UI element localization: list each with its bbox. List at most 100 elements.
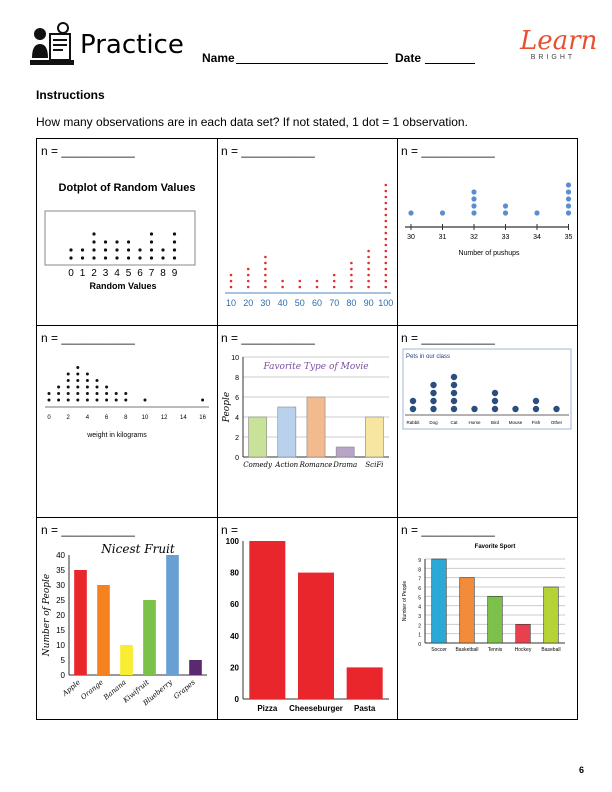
x-axis-label: weight in kilograms bbox=[86, 432, 147, 439]
tick-label: 50 bbox=[295, 298, 305, 308]
bar bbox=[277, 406, 297, 458]
y-tick-label: 0 bbox=[61, 671, 66, 680]
tick-label: Dog bbox=[429, 420, 438, 425]
dot bbox=[95, 392, 99, 395]
dot bbox=[57, 392, 61, 395]
dot bbox=[565, 189, 572, 195]
y-tick-label: 35 bbox=[56, 566, 65, 575]
bar bbox=[166, 555, 179, 675]
dot bbox=[384, 201, 388, 205]
y-tick-label: 100 bbox=[226, 537, 240, 546]
dot bbox=[264, 255, 267, 259]
dot bbox=[491, 389, 499, 397]
dot bbox=[565, 210, 572, 216]
dot bbox=[114, 398, 118, 402]
dot bbox=[409, 397, 417, 405]
dot bbox=[229, 279, 233, 283]
chart-dotplot-random-values: Dotplot of Random Values 0 1 2 3 4 5 6 7 8 9 Random… bbox=[44, 182, 196, 291]
n-answer-2[interactable]: n = ___________ bbox=[221, 144, 315, 158]
dot bbox=[85, 392, 89, 395]
tick-label: Horse bbox=[468, 420, 481, 425]
dot bbox=[105, 392, 109, 395]
tick-label: 3 bbox=[103, 268, 109, 279]
dot bbox=[201, 398, 205, 402]
chart-title: Favorite Type of Movie bbox=[262, 362, 368, 372]
bar bbox=[515, 624, 531, 644]
dot bbox=[126, 248, 131, 252]
page-title: Practice bbox=[80, 30, 184, 60]
dot bbox=[430, 389, 437, 397]
dot bbox=[92, 240, 96, 244]
n-answer-4[interactable]: n = ___________ bbox=[41, 331, 135, 345]
dot bbox=[298, 285, 302, 289]
dot bbox=[471, 196, 477, 202]
instructions-text: How many observations are in each data s… bbox=[36, 115, 468, 129]
n-answer-6[interactable]: n = ___________ bbox=[401, 331, 495, 345]
y-tick-label: 60 bbox=[230, 600, 239, 609]
tick-label: 1 bbox=[80, 268, 86, 279]
dot bbox=[532, 397, 540, 405]
n-answer-1[interactable]: n = ___________ bbox=[41, 144, 135, 158]
instructions-heading: Instructions bbox=[36, 88, 105, 102]
dot bbox=[367, 255, 370, 259]
dot bbox=[384, 189, 388, 193]
dot bbox=[367, 249, 370, 253]
y-tick-label: 15 bbox=[56, 626, 65, 635]
n-answer-5[interactable]: n = ___________ bbox=[221, 331, 315, 345]
dot bbox=[105, 398, 109, 402]
tick-label: 12 bbox=[161, 415, 168, 421]
dot bbox=[126, 256, 131, 260]
dot bbox=[332, 279, 336, 283]
learn-bright-logo: Learn BRIGHT bbox=[520, 26, 598, 61]
dot bbox=[350, 279, 353, 283]
y-tick-label: 5 bbox=[61, 656, 66, 665]
tick-label: 0 bbox=[68, 268, 74, 279]
tick-label: 90 bbox=[364, 298, 374, 308]
bar bbox=[306, 396, 326, 458]
bar bbox=[143, 600, 156, 675]
dot bbox=[384, 219, 388, 223]
dot bbox=[172, 240, 177, 244]
y-tick-label: 2 bbox=[235, 435, 239, 442]
chart-bar-food: 0 20 40 60 80 100 Pizza Cheeseburger Pasta bbox=[226, 537, 389, 713]
n-answer-7[interactable]: n = ___________ bbox=[41, 523, 135, 537]
tick-label: 6 bbox=[105, 415, 109, 421]
dot bbox=[149, 240, 154, 244]
x-tick-label: SciFi bbox=[365, 461, 383, 469]
dot bbox=[161, 256, 165, 260]
chart-dotplot-pets: Pets in our class Rabbit Dog Cat Horse Bird Mo… bbox=[402, 348, 572, 430]
dot bbox=[384, 243, 388, 247]
dot bbox=[229, 273, 233, 277]
n-answer-8[interactable]: n = bbox=[221, 523, 239, 537]
dot bbox=[161, 248, 165, 252]
n-answer-9[interactable]: n = ___________ bbox=[401, 523, 495, 537]
bar bbox=[335, 446, 355, 458]
problem-grid: n = ___________ n = ___________ n = ____… bbox=[36, 138, 578, 720]
dot bbox=[149, 232, 154, 236]
dot bbox=[172, 256, 177, 260]
dot bbox=[76, 392, 80, 395]
y-tick-label: 4 bbox=[235, 415, 239, 422]
tick-label: 16 bbox=[199, 415, 206, 421]
chart-dotplot-weight: 0 2 4 6 8 10 12 14 16 weight in kilograms bbox=[45, 366, 209, 439]
y-axis-label: Number of People bbox=[42, 574, 52, 657]
dot bbox=[76, 372, 80, 376]
bar bbox=[249, 541, 286, 699]
bar bbox=[297, 572, 335, 699]
dot bbox=[384, 285, 388, 289]
chart-bar-fruit: Nicest Fruit0510152025303540AppleOrangeB… bbox=[42, 542, 207, 708]
y-tick-label: 8 bbox=[418, 567, 421, 573]
bar bbox=[120, 645, 133, 675]
dot bbox=[384, 225, 388, 229]
y-tick-label: 40 bbox=[230, 632, 239, 641]
y-tick-label: 4 bbox=[418, 605, 421, 611]
dot bbox=[350, 267, 353, 271]
dot bbox=[430, 405, 437, 413]
dot bbox=[143, 398, 147, 402]
dot bbox=[85, 398, 89, 402]
dot bbox=[172, 232, 177, 236]
chart-title: Dotplot of Random Values bbox=[59, 182, 196, 194]
tick-label: 70 bbox=[329, 298, 339, 308]
n-answer-3[interactable]: n = ___________ bbox=[401, 144, 495, 158]
chart-dotplot-pushups: 30 31 32 33 34 35 Number of pushups bbox=[405, 182, 572, 257]
